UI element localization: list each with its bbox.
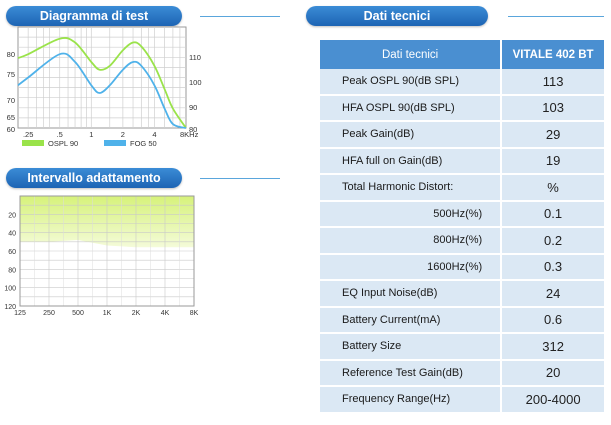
spec-value: 20 bbox=[502, 360, 604, 387]
y2-tick-label: 100 bbox=[189, 78, 202, 87]
y-tick-label: 80 bbox=[8, 267, 16, 274]
spec-value: % bbox=[502, 175, 604, 202]
fitting-chart-frame bbox=[19, 195, 195, 307]
table-row: 800Hz(%) 0.2 bbox=[320, 228, 604, 255]
table-row: Battery Current(mA) 0.6 bbox=[320, 307, 604, 334]
test-diagram-chart: 80 75 70 65 60 110 100 90 80 .25 .5 1 2 4 8KHz OSPL 90… bbox=[7, 26, 202, 148]
spec-value: 29 bbox=[502, 122, 604, 149]
x-tick-label: 500 bbox=[72, 310, 84, 317]
spec-value: 200-4000 bbox=[502, 387, 604, 414]
spec-label: 500Hz(%) bbox=[320, 201, 503, 228]
spec-value: 0.3 bbox=[502, 254, 604, 281]
spec-value: 312 bbox=[502, 334, 604, 361]
table-row: EQ Input Noise(dB) 24 bbox=[320, 281, 604, 308]
table-row: Total Harmonic Distort:% bbox=[320, 175, 604, 202]
x-tick-label: 4K bbox=[161, 310, 170, 317]
table-row: 1600Hz(%) 0.3 bbox=[320, 254, 604, 281]
spec-label: Peak Gain(dB) bbox=[320, 122, 503, 149]
tech-data-header-model: VITALE 402 BT bbox=[502, 40, 604, 69]
ospl90-series-line bbox=[17, 37, 187, 129]
spec-label: Frequency Range(Hz) bbox=[320, 387, 503, 414]
y-tick-label: 20 bbox=[8, 212, 16, 219]
y2-tick-label: 110 bbox=[189, 53, 201, 62]
test-diagram-title: Diagramma di test bbox=[6, 6, 182, 26]
spec-label: 1600Hz(%) bbox=[320, 254, 503, 281]
spec-label: HFA full on Gain(dB) bbox=[320, 148, 503, 175]
table-row: Reference Test Gain(dB) 20 bbox=[320, 360, 604, 387]
fog50-series-line bbox=[17, 52, 187, 129]
spec-value: 0.6 bbox=[502, 307, 604, 334]
x-tick-label: 1K bbox=[103, 310, 112, 317]
test-chart-labels: 80 75 70 65 60 110 100 90 80 .25 .5 1 2 4 8KHz bbox=[7, 50, 202, 139]
y2-tick-label: 80 bbox=[189, 125, 197, 134]
tech-data-header-label: Dati tecnici bbox=[320, 40, 503, 69]
x-tick-label: 250 bbox=[43, 310, 55, 317]
table-row: Peak Gain(dB) 29 bbox=[320, 122, 604, 149]
legend-swatch bbox=[104, 140, 126, 146]
test-chart-grid bbox=[17, 26, 187, 129]
y-tick-label: 70 bbox=[7, 96, 15, 105]
y-tick-label: 100 bbox=[4, 286, 16, 293]
spec-value: 103 bbox=[502, 95, 604, 122]
x-tick-label: .25 bbox=[23, 130, 33, 139]
y-tick-label: 60 bbox=[8, 249, 16, 256]
x-tick-label: 8K bbox=[190, 310, 199, 317]
tech-data-table: Dati tecnici VITALE 402 BT Peak OSPL 90(… bbox=[320, 40, 604, 414]
spec-label: EQ Input Noise(dB) bbox=[320, 281, 503, 308]
spec-label: HFA OSPL 90(dB SPL) bbox=[320, 95, 503, 122]
spec-label: Total Harmonic Distort: bbox=[320, 175, 503, 202]
y2-tick-label: 90 bbox=[189, 103, 197, 112]
x-tick-label: .5 bbox=[57, 130, 63, 139]
x-tick-label: 2 bbox=[121, 130, 125, 139]
y-tick-label: 40 bbox=[8, 231, 16, 238]
spec-value: 113 bbox=[502, 69, 604, 96]
test-diagram-divider bbox=[200, 16, 280, 17]
x-tick-label: 2K bbox=[132, 310, 141, 317]
y-tick-label: 60 bbox=[7, 125, 15, 134]
fitting-chart-grid bbox=[19, 195, 195, 307]
table-row: Battery Size 312 bbox=[320, 334, 604, 361]
y-tick-label: 75 bbox=[7, 70, 15, 79]
x-tick-label: 4 bbox=[152, 130, 156, 139]
legend-label: FOG 50 bbox=[130, 139, 157, 148]
spec-label: 800Hz(%) bbox=[320, 228, 503, 255]
x-tick-label: 8KHz bbox=[180, 130, 199, 139]
x-tick-label: 1 bbox=[89, 130, 93, 139]
spec-value: 24 bbox=[502, 281, 604, 308]
fitting-range-divider bbox=[200, 178, 280, 179]
fitting-range-title: Intervallo adattamento bbox=[6, 168, 182, 188]
legend-label: OSPL 90 bbox=[48, 139, 78, 148]
spec-value: 0.1 bbox=[502, 201, 604, 228]
tech-data-divider bbox=[508, 16, 604, 17]
spec-label: Peak OSPL 90(dB SPL) bbox=[320, 69, 503, 96]
x-tick-label: 125 bbox=[14, 310, 26, 317]
tech-data-header-row: Dati tecnici VITALE 402 BT bbox=[320, 40, 604, 69]
tech-data-title: Dati tecnici bbox=[306, 6, 488, 26]
legend-swatch bbox=[22, 140, 44, 146]
test-chart-lines bbox=[17, 37, 187, 129]
table-row: HFA OSPL 90(dB SPL) 103 bbox=[320, 95, 604, 122]
test-chart-legend: OSPL 90 FOG 50 bbox=[22, 139, 157, 148]
y-tick-label: 65 bbox=[7, 113, 15, 122]
spec-label: Battery Current(mA) bbox=[320, 307, 503, 334]
table-row: 500Hz(%) 0.1 bbox=[320, 201, 604, 228]
y-tick-label: 80 bbox=[7, 50, 15, 59]
y-tick-label: 120 bbox=[4, 304, 16, 311]
spec-value: 19 bbox=[502, 148, 604, 175]
spec-label: Reference Test Gain(dB) bbox=[320, 360, 503, 387]
spec-value: 0.2 bbox=[502, 228, 604, 255]
table-row: Peak OSPL 90(dB SPL) 113 bbox=[320, 69, 604, 96]
table-row: HFA full on Gain(dB) 19 bbox=[320, 148, 604, 175]
table-row: Frequency Range(Hz) 200-4000 bbox=[320, 387, 604, 414]
spec-label: Battery Size bbox=[320, 334, 503, 361]
